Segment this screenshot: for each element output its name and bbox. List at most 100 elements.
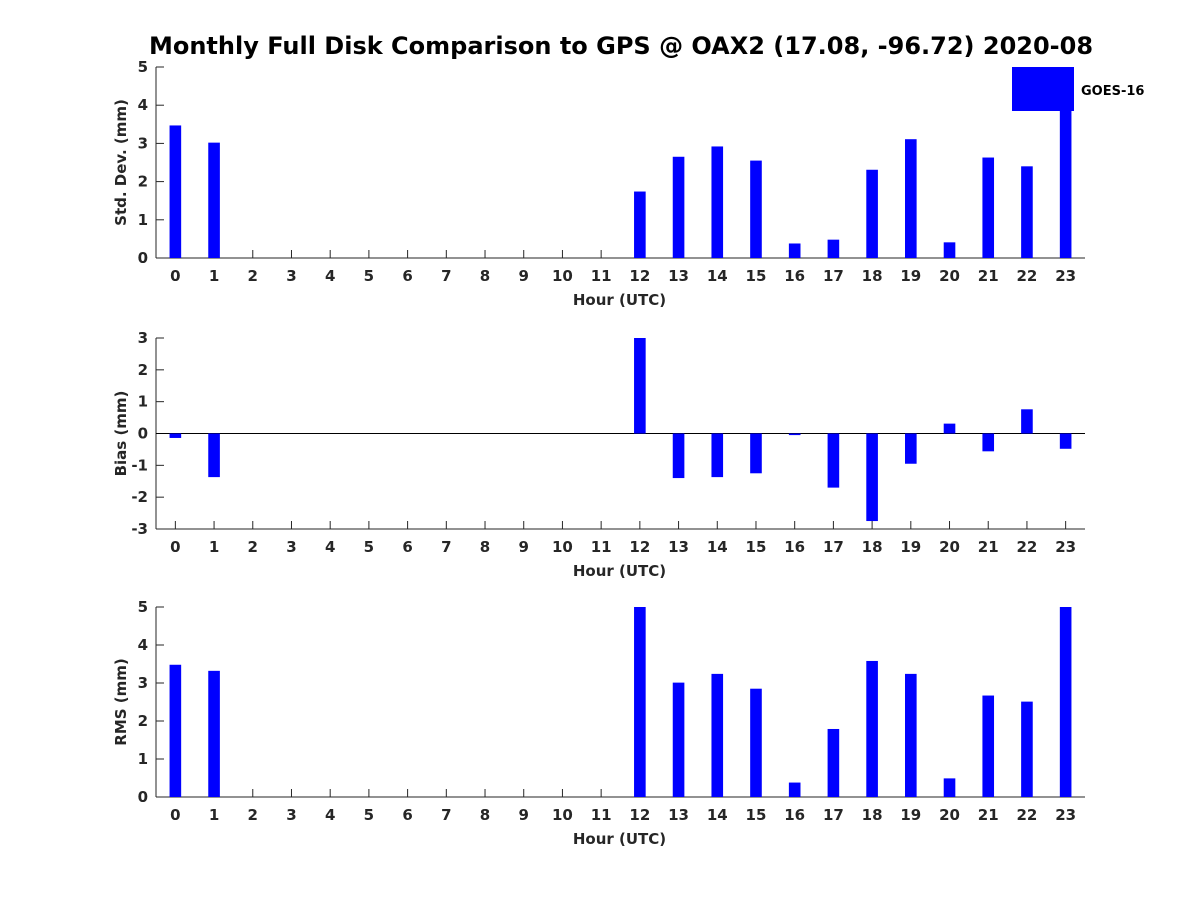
x-tick-label: 9 (519, 538, 529, 556)
x-tick-label: 0 (170, 267, 180, 285)
x-tick-label: 22 (1017, 267, 1038, 285)
x-axis-label: Hour (UTC) (573, 830, 666, 848)
x-tick-label: 7 (441, 267, 451, 285)
x-tick-label: 10 (552, 267, 573, 285)
bar (208, 142, 220, 258)
x-tick-label: 9 (519, 806, 529, 824)
figure-title: Monthly Full Disk Comparison to GPS @ OA… (149, 32, 1093, 60)
x-tick-label: 15 (746, 267, 767, 285)
y-tick-label: 1 (138, 211, 148, 229)
x-tick-label: 17 (823, 538, 844, 556)
bar (750, 688, 762, 797)
bar (827, 433, 840, 488)
x-tick-label: 1 (209, 806, 219, 824)
y-axis-label: Std. Dev. (mm) (112, 99, 130, 226)
bar (711, 673, 724, 797)
x-axis-label: Hour (UTC) (573, 291, 666, 309)
bar (866, 169, 878, 258)
x-tick-label: 2 (248, 538, 258, 556)
legend-label: GOES-16 (1081, 84, 1144, 99)
x-tick-label: 21 (978, 538, 999, 556)
x-tick-label: 7 (441, 538, 451, 556)
x-tick-label: 10 (552, 806, 573, 824)
x-tick-label: 18 (862, 267, 883, 285)
y-tick-label: -3 (131, 520, 148, 538)
x-tick-label: 2 (248, 806, 258, 824)
x-tick-label: 5 (364, 806, 374, 824)
x-tick-label: 16 (784, 538, 805, 556)
x-tick-label: 9 (519, 267, 529, 285)
y-tick-label: 3 (138, 329, 148, 347)
bar (169, 433, 182, 438)
x-tick-label: 8 (480, 267, 490, 285)
bar (905, 433, 917, 464)
x-tick-label: 2 (248, 267, 258, 285)
x-tick-label: 13 (668, 538, 689, 556)
x-tick-label: 5 (364, 538, 374, 556)
y-tick-label: -2 (131, 488, 148, 506)
y-tick-label: 3 (138, 134, 148, 152)
x-tick-label: 1 (209, 267, 219, 285)
x-tick-label: 17 (823, 806, 844, 824)
y-tick-label: 1 (138, 393, 148, 411)
bar (750, 160, 762, 258)
x-tick-label: 5 (364, 267, 374, 285)
bar (1021, 409, 1033, 434)
x-tick-label: 13 (668, 806, 689, 824)
x-tick-label: 15 (746, 806, 767, 824)
x-tick-label: 14 (707, 538, 728, 556)
bar (982, 157, 995, 258)
x-tick-label: 4 (325, 806, 335, 824)
bar (905, 139, 917, 258)
x-tick-label: 15 (746, 538, 767, 556)
bar (634, 338, 646, 434)
x-tick-label: 7 (441, 806, 451, 824)
x-tick-label: 20 (939, 806, 960, 824)
x-tick-label: 10 (552, 538, 573, 556)
x-tick-label: 22 (1017, 538, 1038, 556)
bar (982, 695, 995, 797)
bar (866, 660, 878, 797)
x-tick-label: 23 (1055, 538, 1076, 556)
x-tick-label: 3 (286, 538, 296, 556)
y-axis-label: RMS (mm) (112, 658, 130, 745)
bar (208, 433, 220, 478)
x-tick-label: 17 (823, 267, 844, 285)
x-tick-label: 18 (862, 538, 883, 556)
x-tick-label: 14 (707, 267, 728, 285)
bar (1021, 701, 1033, 797)
x-tick-label: 3 (286, 267, 296, 285)
bar (634, 607, 646, 797)
x-tick-label: 12 (629, 806, 650, 824)
bar (711, 433, 724, 478)
x-tick-label: 21 (978, 267, 999, 285)
bar (169, 664, 182, 797)
x-tick-label: 8 (480, 806, 490, 824)
bar (943, 778, 956, 797)
bar (943, 242, 956, 258)
y-tick-label: 2 (138, 361, 148, 379)
legend-swatch (1012, 67, 1074, 111)
x-tick-label: 4 (325, 538, 335, 556)
x-tick-label: 1 (209, 538, 219, 556)
bar (788, 433, 801, 436)
y-tick-label: 5 (138, 58, 148, 76)
x-tick-label: 20 (939, 267, 960, 285)
x-tick-label: 23 (1055, 267, 1076, 285)
x-tick-label: 14 (707, 806, 728, 824)
bar (827, 728, 840, 797)
bar (943, 423, 956, 434)
x-tick-label: 6 (402, 267, 412, 285)
bar (750, 433, 762, 474)
y-tick-label: 0 (138, 425, 148, 443)
x-tick-label: 11 (591, 538, 612, 556)
y-tick-label: 2 (138, 173, 148, 191)
y-tick-label: 4 (138, 96, 148, 114)
y-axis-label: Bias (mm) (112, 391, 130, 477)
x-tick-label: 3 (286, 806, 296, 824)
x-axis-label: Hour (UTC) (573, 562, 666, 580)
